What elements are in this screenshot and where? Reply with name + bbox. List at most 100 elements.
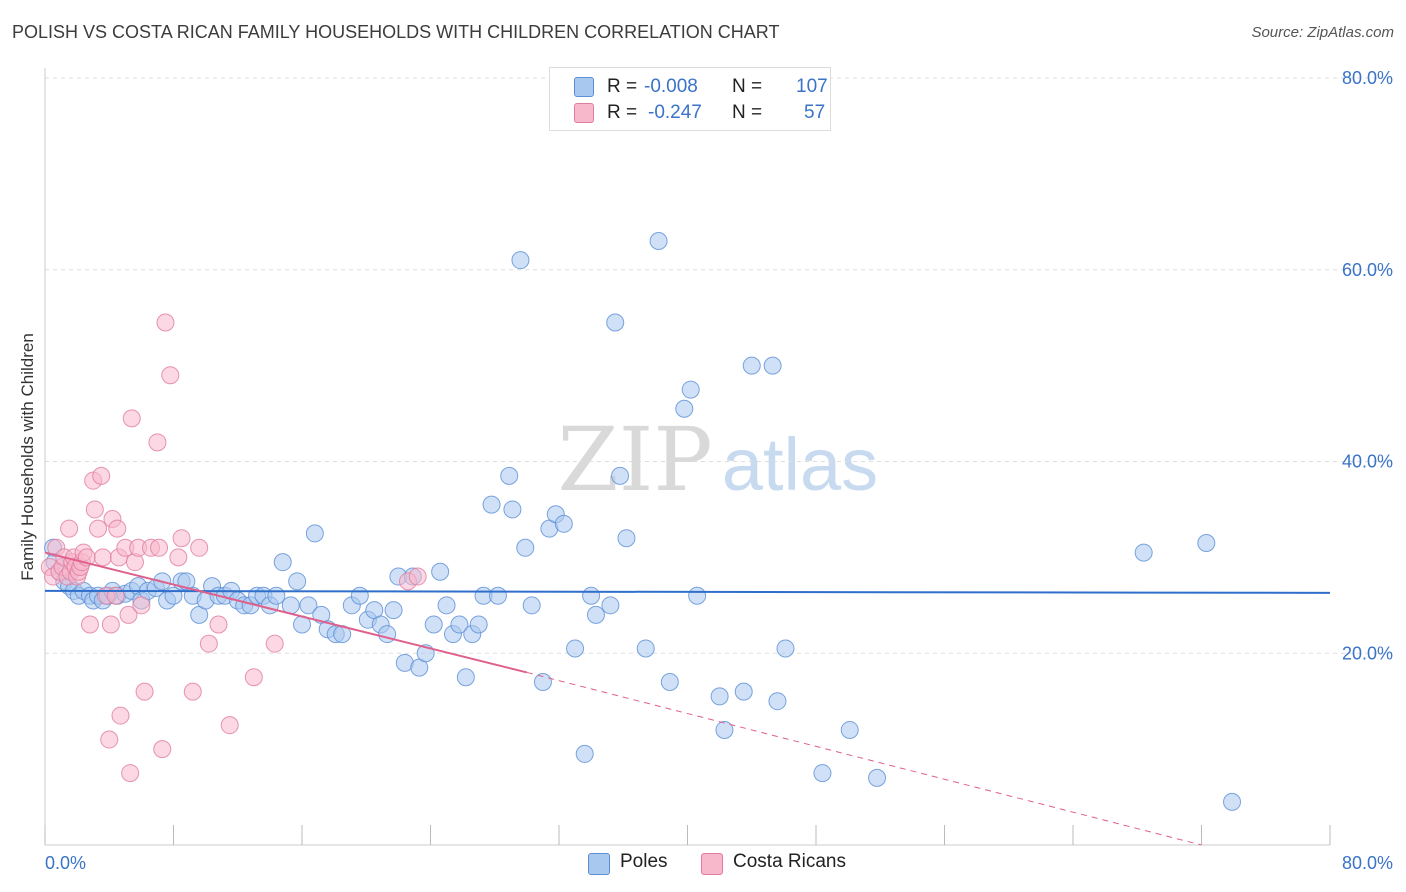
costa-rican-point xyxy=(220,716,239,735)
source-label: Source: ZipAtlas.com xyxy=(1251,24,1394,41)
pole-point xyxy=(566,639,585,658)
pole-point xyxy=(660,673,679,692)
pole-point xyxy=(1134,543,1153,562)
costa-rican-point xyxy=(244,668,263,687)
legend-n-value: 107 xyxy=(796,76,828,97)
legend-n-label: N = xyxy=(732,102,763,123)
costa-rican-point xyxy=(161,366,180,385)
pole-point xyxy=(681,380,700,399)
pole-point xyxy=(868,768,887,787)
legend-n-value: 57 xyxy=(804,102,826,123)
pole-point xyxy=(437,596,456,615)
costa-rican-point xyxy=(150,538,169,557)
poles-trend-line xyxy=(44,589,1331,594)
legend-r-label: R = xyxy=(607,76,638,97)
costa-rican-point xyxy=(106,586,125,605)
costa-rican-point xyxy=(169,548,188,567)
costa-rican-point xyxy=(172,529,191,548)
costa-rican-point xyxy=(135,682,154,701)
pole-point xyxy=(456,668,475,687)
pole-point xyxy=(424,615,443,634)
costa-rican-point xyxy=(132,596,151,615)
chart-title: POLISH VS COSTA RICAN FAMILY HOUSEHOLDS … xyxy=(12,22,780,42)
pole-point xyxy=(742,356,761,375)
costa-rican-point xyxy=(265,634,284,653)
costa-rican-point xyxy=(199,634,218,653)
watermark-atlas: atlas xyxy=(722,423,878,506)
pole-point xyxy=(503,500,522,519)
costa-rican-point xyxy=(101,615,120,634)
pole-point xyxy=(450,615,469,634)
costa-rican-point xyxy=(100,730,119,749)
legend-swatch-costa-ricans xyxy=(574,103,594,123)
x-tick-label: 0.0% xyxy=(45,853,86,873)
costa-rican-point xyxy=(93,548,112,567)
bottom-legend-swatch-poles xyxy=(588,853,610,875)
costa-ricans-trend-line xyxy=(44,551,528,674)
pole-point xyxy=(636,639,655,658)
pole-point xyxy=(675,399,694,418)
pole-point xyxy=(649,231,668,250)
pole-point xyxy=(582,586,601,605)
pole-point xyxy=(516,538,535,557)
pole-point xyxy=(305,524,324,543)
pole-point xyxy=(1197,533,1216,552)
bottom-legend-label: Costa Ricans xyxy=(733,851,846,872)
pole-point xyxy=(267,586,286,605)
pole-point xyxy=(488,586,507,605)
pole-point xyxy=(469,615,488,634)
costa-rican-point xyxy=(148,433,167,452)
pole-point xyxy=(688,586,707,605)
costa-rican-point xyxy=(89,519,108,538)
pole-point xyxy=(522,596,541,615)
costa-rican-point xyxy=(156,313,175,332)
legend-n-label: N = xyxy=(732,76,763,97)
pole-point xyxy=(840,720,859,739)
costa-rican-point xyxy=(119,605,138,624)
costa-rican-point xyxy=(190,538,209,557)
legend-box: R = -0.008 N = 107 R = -0.247 N = 57 xyxy=(549,67,831,131)
y-tick-label: 40.0% xyxy=(1342,452,1393,472)
pole-point xyxy=(611,466,630,485)
costa-rican-point xyxy=(153,740,172,759)
pole-point xyxy=(710,687,729,706)
pole-point xyxy=(500,466,519,485)
costa-rican-point xyxy=(121,764,140,783)
pole-point xyxy=(763,356,782,375)
costa-rican-point xyxy=(111,706,130,725)
pole-point xyxy=(554,514,573,533)
costa-rican-point xyxy=(408,567,427,586)
costa-ricans-trend-extension xyxy=(526,671,1202,846)
pole-point xyxy=(288,572,307,591)
costa-rican-point xyxy=(85,500,104,519)
x-tick-label: 80.0% xyxy=(1342,853,1393,873)
pole-point xyxy=(431,562,450,581)
pole-point xyxy=(715,720,734,739)
pole-point xyxy=(586,605,605,624)
costa-rican-point xyxy=(92,466,111,485)
costa-rican-point xyxy=(108,519,127,538)
pole-point xyxy=(511,251,530,270)
pole-point xyxy=(813,764,832,783)
pole-point xyxy=(350,586,369,605)
costa-rican-point xyxy=(183,682,202,701)
pole-point xyxy=(601,596,620,615)
watermark-zip: ZIP xyxy=(557,408,712,511)
costa-rican-point xyxy=(80,615,99,634)
pole-point xyxy=(734,682,753,701)
pole-point xyxy=(482,495,501,514)
costa-rican-point xyxy=(209,615,228,634)
pole-point xyxy=(606,313,625,332)
legend-swatch-poles xyxy=(574,77,594,97)
pole-point xyxy=(768,692,787,711)
costa-rican-point xyxy=(122,409,141,428)
y-tick-label: 80.0% xyxy=(1342,68,1393,88)
pole-point xyxy=(299,596,318,615)
legend-r-value: -0.008 xyxy=(644,76,698,97)
bottom-legend-swatch-costa-ricans xyxy=(701,853,723,875)
costa-rican-point xyxy=(60,519,79,538)
pole-point xyxy=(533,673,552,692)
pole-point xyxy=(617,529,636,548)
pole-point xyxy=(273,553,292,572)
